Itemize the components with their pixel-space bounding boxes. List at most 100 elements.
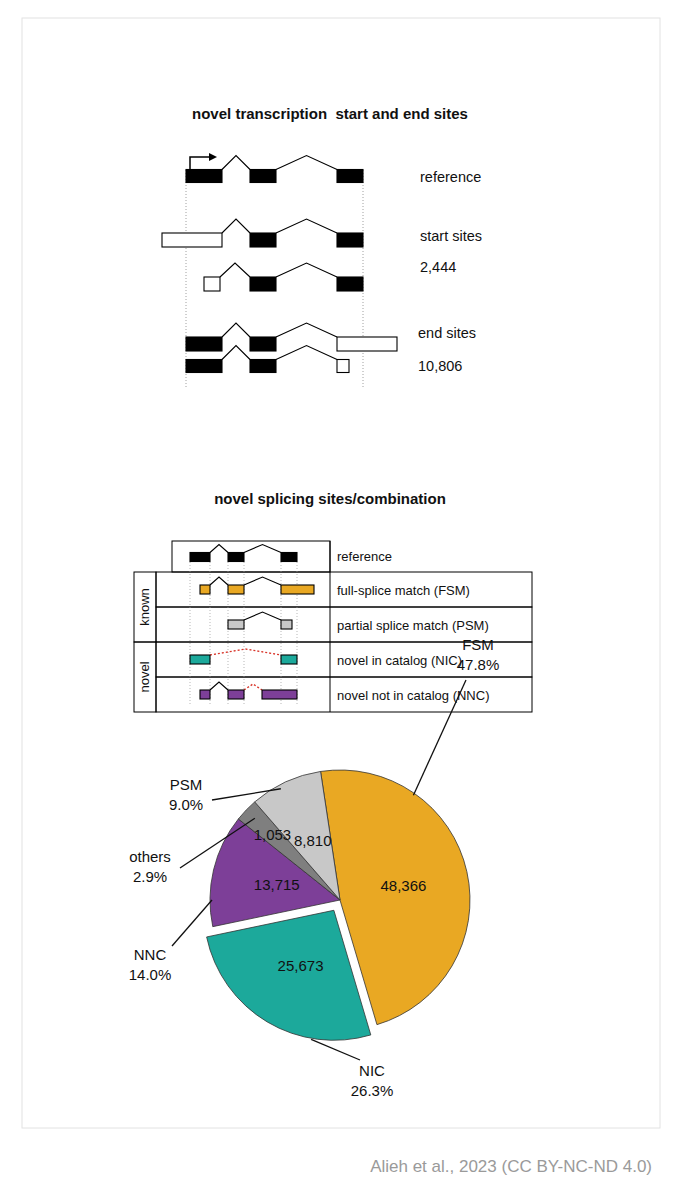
table-cell <box>156 677 532 712</box>
intron <box>222 219 250 233</box>
row-label: reference <box>337 549 392 564</box>
exon <box>200 585 210 594</box>
intron <box>222 346 250 360</box>
reference-gene <box>190 545 297 562</box>
pie-slices <box>207 770 470 1040</box>
exon <box>250 337 276 351</box>
intron <box>244 577 281 585</box>
leader-line <box>180 818 255 868</box>
guide-line <box>244 562 245 706</box>
row-label: novel in catalog (NIC) <box>337 653 462 668</box>
percent-label: 47.8% <box>457 656 500 673</box>
table-divider <box>330 541 331 712</box>
diagram-title: novel transcription start and end sites <box>192 105 468 122</box>
row-label: end sites <box>418 325 476 341</box>
reference-gene <box>186 156 363 183</box>
count-label: 8,810 <box>294 832 332 849</box>
pie-chart: 48,366 25,673 13,715 1,0538,810 FSM 47.8% NIC 2… <box>129 636 500 1099</box>
isoform-gene <box>228 612 292 629</box>
intron <box>276 323 337 337</box>
group-cell <box>134 572 156 642</box>
exon <box>228 690 244 699</box>
diagram-title: novel splicing sites/combination <box>214 490 446 507</box>
exon <box>250 360 276 373</box>
exon <box>337 337 397 351</box>
category-label: others <box>129 848 171 865</box>
exon <box>186 337 222 351</box>
exon <box>281 620 292 629</box>
guide-line <box>281 562 282 706</box>
exon <box>190 655 210 664</box>
exon <box>228 585 244 594</box>
isoform-gene <box>200 577 314 594</box>
intron <box>276 346 337 360</box>
count-label: 2,444 <box>420 259 456 275</box>
row-label: partial splice match (PSM) <box>337 618 489 633</box>
guide-line <box>228 562 229 706</box>
end-site-gene <box>186 346 349 373</box>
category-label: PSM <box>170 776 203 793</box>
count-label: 1,053 <box>254 826 292 843</box>
intron <box>222 323 250 337</box>
table-cell <box>172 541 330 572</box>
category-label: NIC <box>359 1062 385 1079</box>
row-label: full-splice match (FSM) <box>337 583 470 598</box>
exon <box>228 553 244 562</box>
exon <box>281 553 297 562</box>
intron <box>244 612 281 620</box>
intron <box>210 545 228 553</box>
exon <box>250 233 276 247</box>
intron <box>210 649 281 655</box>
row-label: reference <box>420 169 481 185</box>
exon <box>337 277 363 291</box>
isoform-gene <box>190 649 297 664</box>
exon <box>200 690 210 699</box>
guide-line <box>210 562 211 706</box>
leader-line <box>413 680 466 795</box>
count-label: 13,715 <box>254 876 300 893</box>
exon <box>250 277 276 291</box>
exon <box>186 360 222 373</box>
intron <box>210 577 228 585</box>
transcription-sites-diagram: novel transcription start and end sites r… <box>162 105 482 388</box>
group-cell <box>134 642 156 712</box>
exon <box>262 690 297 699</box>
count-label: 48,366 <box>381 877 427 894</box>
intron <box>276 263 337 277</box>
percent-label: 14.0% <box>129 966 172 983</box>
category-label: FSM <box>462 636 494 653</box>
exon <box>190 553 210 562</box>
row-label: novel not in catalog (NNC) <box>337 688 489 703</box>
exon <box>281 655 297 664</box>
table-cell <box>156 572 532 607</box>
exon <box>186 170 222 183</box>
guide-line <box>297 562 298 706</box>
exon <box>204 277 220 291</box>
intron <box>244 545 281 553</box>
count-label: 25,673 <box>278 957 324 974</box>
percent-label: 2.9% <box>133 868 167 885</box>
intron <box>222 156 250 170</box>
leader-line <box>172 900 212 946</box>
leader-line <box>212 789 281 800</box>
intron <box>210 682 228 690</box>
start-site-gene <box>204 263 363 291</box>
end-site-gene <box>186 323 397 351</box>
tss-arrow <box>190 157 209 169</box>
group-label: known <box>137 588 152 626</box>
start-site-gene <box>162 219 363 247</box>
tss-arrowhead <box>209 153 217 161</box>
intron <box>244 684 262 690</box>
frame <box>22 18 660 1128</box>
exon <box>337 360 349 373</box>
guide-line <box>186 170 187 388</box>
intron <box>220 263 250 277</box>
exon <box>281 585 314 594</box>
intron <box>276 156 337 170</box>
figure: novel transcription start and end sites r… <box>0 0 676 1200</box>
guide-line <box>190 562 191 706</box>
exon <box>337 233 363 247</box>
exon <box>337 170 363 183</box>
exon <box>162 233 222 247</box>
pie-labels: 48,366 25,673 13,715 1,0538,810 FSM 47.8% NIC 2… <box>129 636 500 1099</box>
